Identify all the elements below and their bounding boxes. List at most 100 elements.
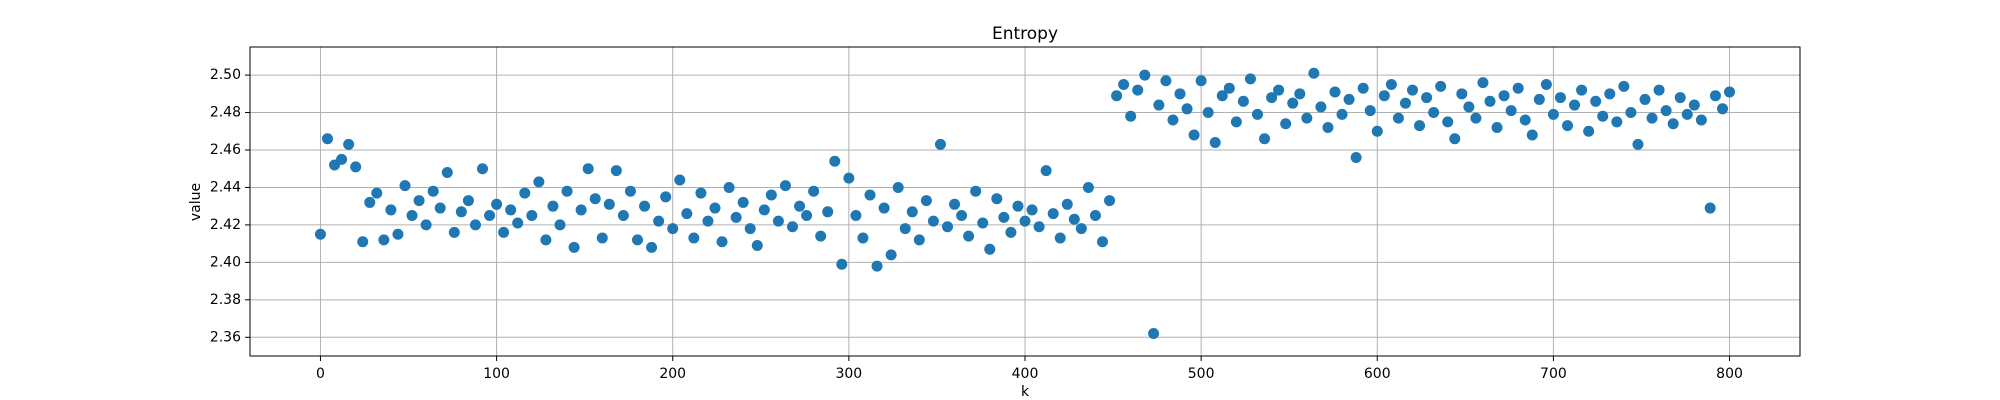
point bbox=[885, 249, 897, 261]
point bbox=[1216, 90, 1228, 102]
point bbox=[1449, 133, 1461, 145]
point bbox=[582, 163, 594, 175]
point bbox=[1569, 99, 1581, 111]
point bbox=[737, 196, 749, 208]
point bbox=[589, 193, 601, 205]
point bbox=[1054, 232, 1066, 244]
point bbox=[1512, 82, 1524, 94]
point bbox=[1456, 88, 1468, 100]
point bbox=[1695, 114, 1707, 126]
point bbox=[667, 223, 679, 235]
point bbox=[920, 195, 932, 207]
point bbox=[1653, 84, 1665, 96]
point bbox=[519, 187, 531, 199]
x-tick-label: 0 bbox=[316, 366, 325, 382]
x-tick-label: 300 bbox=[835, 366, 862, 382]
y-tick-label: 2.40 bbox=[210, 254, 241, 270]
point bbox=[1012, 200, 1024, 212]
point bbox=[350, 161, 362, 173]
point bbox=[1470, 112, 1482, 124]
point bbox=[1244, 73, 1256, 85]
point bbox=[1505, 105, 1517, 117]
point bbox=[949, 198, 961, 210]
point bbox=[1392, 112, 1404, 124]
point bbox=[1237, 95, 1249, 107]
point bbox=[314, 228, 326, 240]
point bbox=[434, 202, 446, 214]
point bbox=[1632, 138, 1644, 150]
y-tick-label: 2.38 bbox=[210, 292, 241, 308]
point bbox=[977, 217, 989, 229]
point bbox=[1153, 99, 1165, 111]
point bbox=[1491, 122, 1503, 134]
point bbox=[385, 204, 397, 216]
point bbox=[554, 219, 566, 231]
point bbox=[801, 210, 813, 222]
point bbox=[751, 240, 763, 252]
x-tick-label: 700 bbox=[1540, 366, 1567, 382]
point bbox=[1005, 226, 1017, 238]
point bbox=[1704, 202, 1716, 214]
point bbox=[512, 217, 524, 229]
point bbox=[934, 138, 946, 150]
point bbox=[413, 195, 425, 207]
point bbox=[1174, 88, 1186, 100]
point bbox=[343, 138, 355, 150]
point bbox=[617, 210, 629, 222]
point bbox=[322, 133, 333, 145]
y-tick-label: 2.44 bbox=[210, 179, 241, 195]
point bbox=[455, 206, 467, 218]
point bbox=[632, 234, 643, 246]
point bbox=[477, 163, 488, 175]
x-tick-label: 400 bbox=[1012, 366, 1039, 382]
point bbox=[1111, 90, 1123, 102]
point bbox=[1089, 210, 1101, 222]
point bbox=[1540, 78, 1552, 90]
point bbox=[568, 241, 580, 253]
point bbox=[1646, 112, 1658, 124]
point bbox=[575, 204, 587, 216]
point bbox=[1308, 67, 1320, 79]
point bbox=[1188, 129, 1200, 141]
point bbox=[1019, 215, 1031, 227]
point bbox=[836, 258, 848, 270]
point bbox=[364, 196, 376, 208]
y-tick-label: 2.36 bbox=[210, 329, 241, 345]
point bbox=[1343, 93, 1355, 105]
point bbox=[1371, 125, 1383, 137]
point bbox=[688, 232, 700, 244]
point bbox=[1660, 105, 1672, 117]
point bbox=[547, 200, 559, 212]
point bbox=[1428, 107, 1440, 119]
point bbox=[427, 185, 439, 197]
point bbox=[561, 185, 573, 197]
point bbox=[850, 210, 862, 222]
point bbox=[1104, 195, 1116, 207]
point bbox=[1484, 95, 1496, 107]
point bbox=[1583, 125, 1595, 137]
point bbox=[1033, 221, 1045, 233]
point bbox=[984, 243, 996, 255]
point bbox=[371, 187, 383, 199]
point bbox=[1674, 92, 1686, 104]
point bbox=[709, 202, 721, 214]
x-tick-label: 800 bbox=[1716, 366, 1743, 382]
chart-title: Entropy bbox=[992, 24, 1058, 44]
point bbox=[1576, 84, 1588, 96]
plot-frame bbox=[249, 46, 1801, 357]
point bbox=[1463, 101, 1475, 113]
x-tick-label: 600 bbox=[1364, 366, 1391, 382]
point bbox=[639, 200, 651, 212]
point bbox=[469, 219, 481, 231]
point bbox=[998, 211, 1010, 223]
point bbox=[1230, 116, 1242, 128]
point bbox=[1075, 223, 1087, 235]
point bbox=[441, 166, 453, 178]
point bbox=[336, 153, 348, 165]
point bbox=[1097, 236, 1108, 248]
point bbox=[653, 215, 665, 227]
x-axis-label: k bbox=[1021, 384, 1030, 400]
point bbox=[730, 211, 742, 223]
point bbox=[1477, 77, 1489, 89]
point bbox=[815, 230, 827, 242]
